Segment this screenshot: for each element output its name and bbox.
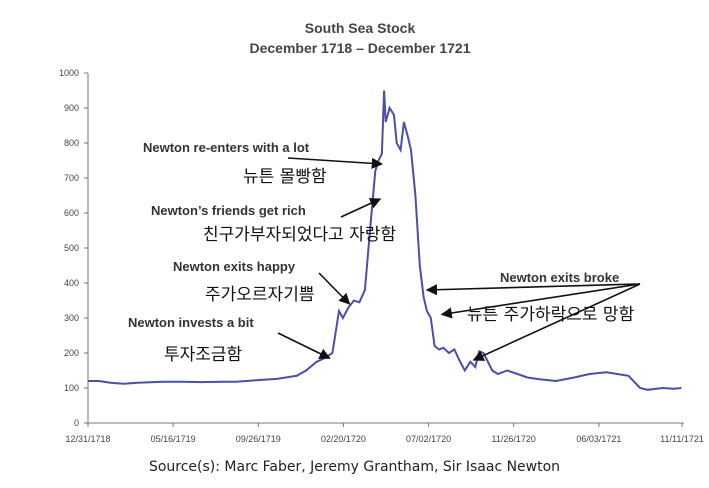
chart-title: South Sea Stock: [304, 20, 416, 36]
annotation-arrow: [287, 157, 383, 169]
annotation-arrow: [440, 283, 641, 319]
annotation-label: Newton invests a bit: [128, 315, 254, 330]
y-tick-label: 300: [64, 313, 79, 323]
y-tick-label: 100: [64, 383, 79, 393]
source-note: Source(s): Marc Faber, Jeremy Grantham, …: [148, 459, 561, 475]
annotation-label: Newton exits happy: [173, 259, 296, 274]
x-tick-label: 07/02/1720: [406, 434, 451, 444]
y-tick-label: 200: [64, 348, 79, 358]
y-tick-label: 700: [64, 173, 79, 183]
annotation-translation: 투자조금함: [164, 345, 243, 365]
annotation-translation: 뉴튼 주가하락으로 망함: [467, 305, 635, 325]
annotation-translation: 주가오르자기쁨: [205, 285, 314, 305]
x-tick-label: 11/11/1721: [660, 434, 704, 444]
annotation-label: Newton exits broke: [500, 270, 619, 285]
x-tick-label: 05/16/1719: [151, 434, 196, 444]
y-tick-label: 1000: [59, 68, 79, 78]
annotation-arrow: [277, 332, 331, 359]
x-tick-label: 02/20/1720: [321, 434, 366, 444]
y-tick-label: 0: [74, 418, 79, 428]
y-tick-label: 600: [64, 208, 79, 218]
annotation-arrow: [425, 283, 641, 296]
annotation-arrow: [340, 198, 382, 218]
x-tick-label: 06/03/1721: [576, 434, 621, 444]
annotation-translation: 뉴튼 몰빵함: [243, 167, 327, 187]
x-tick-label: 09/26/1719: [236, 434, 281, 444]
y-tick-label: 900: [64, 103, 79, 113]
annotation-label: Newton’s friends get rich: [151, 203, 306, 218]
series-line: [88, 90, 682, 391]
x-tick-label: 11/26/1720: [492, 434, 536, 444]
x-tick-label: 12/31/1718: [65, 434, 110, 444]
annotation-label: Newton re-enters with a lot: [143, 140, 310, 155]
chart-subtitle: December 1718 – December 1721: [249, 40, 471, 56]
y-tick-label: 800: [64, 138, 79, 148]
y-tick-label: 500: [64, 243, 79, 253]
y-tick-label: 400: [64, 278, 79, 288]
annotation-arrow: [472, 283, 641, 361]
annotation-arrow: [318, 272, 351, 305]
annotation-translation: 친구가부자되었다고 자랑함: [203, 225, 396, 245]
